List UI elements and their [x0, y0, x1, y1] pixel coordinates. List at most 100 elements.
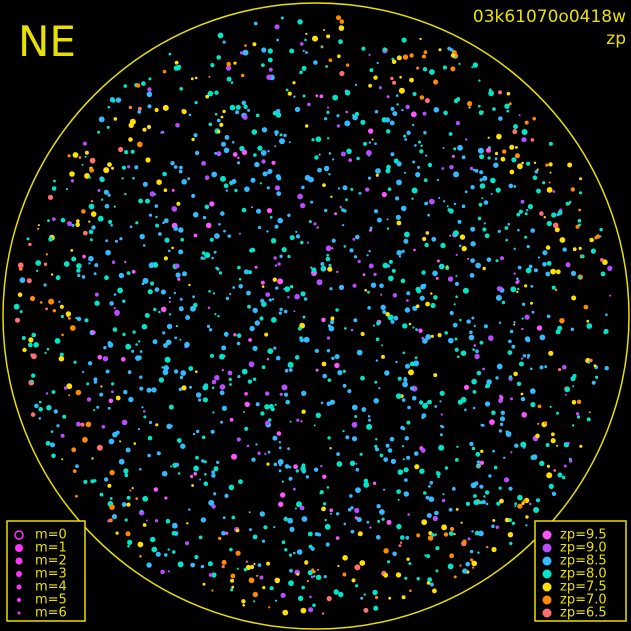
- star-dot: [551, 491, 557, 496]
- star-dot: [436, 471, 441, 477]
- star-dot: [378, 86, 382, 90]
- star-dot: [294, 293, 300, 300]
- star-dot: [136, 141, 143, 148]
- star-dot: [90, 211, 97, 217]
- star-dot: [213, 466, 219, 472]
- star-dot: [423, 178, 428, 183]
- star-dot: [421, 519, 428, 526]
- star-dot: [266, 462, 270, 466]
- star-dot: [335, 536, 340, 540]
- star-dot: [122, 299, 126, 303]
- star-dot: [500, 156, 506, 162]
- star-dot: [193, 472, 197, 476]
- star-dot: [279, 133, 283, 137]
- star-dot: [354, 507, 360, 514]
- star-dot: [401, 445, 405, 448]
- star-dot: [521, 327, 524, 331]
- star-dot: [192, 432, 196, 436]
- star-dot: [386, 519, 392, 525]
- star-dot: [514, 505, 517, 508]
- star-dot: [408, 369, 414, 376]
- star-dot: [148, 77, 152, 81]
- star-dot: [548, 181, 551, 184]
- star-dot: [48, 236, 53, 242]
- star-dot: [402, 54, 409, 60]
- star-dot: [146, 124, 152, 130]
- star-dot: [284, 464, 290, 469]
- star-dot: [172, 550, 176, 554]
- star-dot: [342, 572, 347, 577]
- star-dot: [492, 519, 496, 522]
- star-dot: [46, 347, 50, 351]
- star-dot: [343, 522, 347, 526]
- star-dot: [125, 531, 131, 537]
- star-dot: [503, 456, 506, 459]
- star-dot: [375, 447, 379, 452]
- star-dot: [223, 147, 230, 154]
- star-dot: [442, 493, 445, 496]
- star-dot: [184, 341, 190, 348]
- star-dot: [304, 560, 308, 564]
- star-dot: [421, 336, 425, 340]
- star-dot: [530, 228, 535, 233]
- star-dot: [238, 479, 243, 485]
- star-dot: [579, 177, 583, 181]
- star-dot: [300, 42, 304, 46]
- star-dot: [155, 215, 158, 219]
- star-dot: [288, 141, 291, 144]
- star-dot: [50, 273, 54, 276]
- star-dot: [75, 389, 82, 396]
- star-dot: [343, 245, 347, 248]
- star-dot: [443, 110, 448, 116]
- star-dot: [266, 230, 269, 233]
- star-dot: [413, 360, 420, 367]
- legend-symbol: [542, 608, 552, 618]
- star-dot: [121, 357, 126, 362]
- star-dot: [242, 49, 249, 56]
- star-dot: [462, 568, 468, 574]
- star-dot: [361, 407, 367, 412]
- star-dot: [274, 130, 279, 135]
- star-dot: [381, 354, 385, 359]
- star-dot: [201, 251, 206, 255]
- star-dot: [253, 153, 257, 157]
- star-dot: [354, 83, 358, 87]
- star-dot: [139, 386, 144, 391]
- star-dot: [237, 161, 241, 165]
- star-dot: [75, 494, 78, 498]
- star-dot: [155, 551, 161, 557]
- star-dot: [267, 150, 270, 153]
- star-dot: [521, 161, 524, 165]
- star-dot: [88, 203, 95, 210]
- star-dot: [131, 349, 135, 353]
- star-dot: [115, 239, 118, 243]
- star-dot: [417, 165, 421, 169]
- star-dot: [145, 157, 151, 163]
- star-dot: [472, 406, 476, 410]
- star-dot: [118, 458, 125, 465]
- star-dot: [237, 265, 241, 270]
- star-dot: [485, 502, 489, 506]
- star-dot: [350, 328, 354, 332]
- star-dot: [312, 570, 316, 574]
- star-dot: [531, 454, 538, 460]
- star-dot: [453, 303, 456, 306]
- star-dot: [288, 476, 293, 481]
- star-dot: [121, 165, 126, 170]
- star-dot: [412, 123, 415, 127]
- star-dot: [335, 308, 339, 312]
- star-dot: [228, 484, 235, 491]
- star-dot: [247, 108, 251, 112]
- star-dot: [27, 342, 33, 348]
- star-dot: [557, 210, 563, 216]
- star-dot: [374, 444, 378, 448]
- star-dot: [489, 419, 495, 425]
- star-dot: [163, 365, 170, 371]
- star-dot: [434, 510, 439, 516]
- star-dot: [496, 133, 502, 140]
- star-dot: [330, 512, 333, 515]
- star-dot: [121, 177, 124, 180]
- star-dot: [51, 186, 57, 191]
- star-dot: [325, 245, 332, 252]
- star-dot: [472, 62, 479, 68]
